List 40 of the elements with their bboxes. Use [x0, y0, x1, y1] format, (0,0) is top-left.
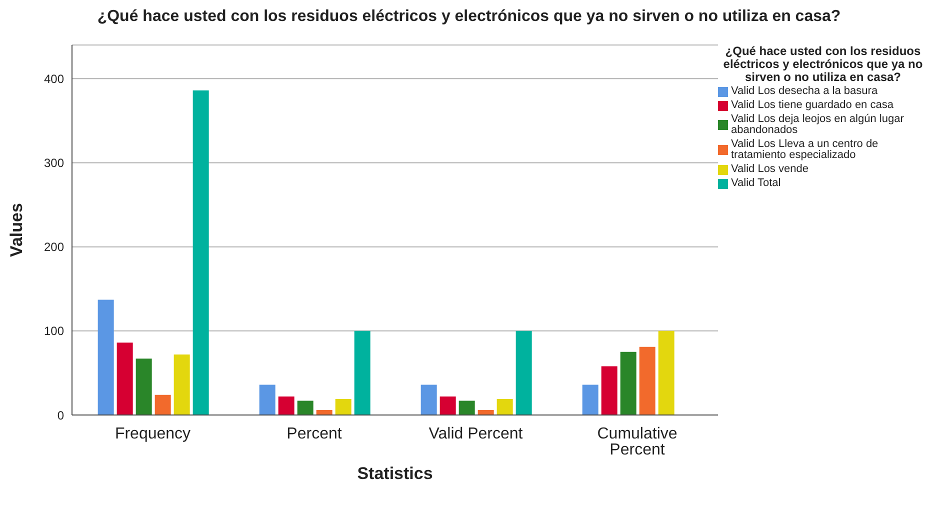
- x-tick-label: Frequency: [114, 425, 191, 442]
- x-axis-title: Statistics: [357, 464, 433, 483]
- bar: [98, 300, 114, 415]
- bar: [496, 399, 513, 415]
- bar: [516, 330, 532, 415]
- bar: [154, 394, 171, 415]
- bar: [116, 342, 133, 415]
- legend-title: ¿Qué hace usted con los residuos eléctricos y electrónicos que ya no sirven o no utiliza en casa?: [722, 44, 924, 84]
- legend-label: Valid Los vende: [731, 163, 808, 175]
- bar: [136, 358, 152, 415]
- bar: [620, 352, 636, 415]
- bar: [601, 366, 618, 415]
- legend-label: Valid Los deja leojos en algún lugar abandonados: [731, 113, 905, 136]
- chart-title: ¿Qué hace usted con los residuos eléctricos y electrónicos que ya no sirven o no utiliza en casa?: [96, 8, 842, 26]
- y-tick-label: 0: [57, 408, 64, 422]
- bar: [192, 90, 209, 415]
- legend-label: Valid Los desecha a la basura: [731, 85, 878, 97]
- bar: [440, 396, 456, 415]
- bar: [354, 330, 370, 415]
- y-tick-label: 100: [44, 324, 64, 338]
- bar: [658, 330, 674, 415]
- bar: [278, 396, 294, 415]
- x-tick-label: Percent: [286, 425, 342, 442]
- y-tick-label: 200: [44, 240, 64, 254]
- bar: [582, 384, 598, 415]
- bar: [335, 399, 352, 415]
- bar: [639, 346, 656, 415]
- x-tick-label: Cumulative Percent: [597, 425, 678, 458]
- legend-label: Valid Total: [731, 177, 781, 189]
- bar: [420, 384, 437, 415]
- y-axis-title: Values: [7, 203, 26, 257]
- y-tick-label: 300: [44, 156, 64, 170]
- x-tick-label: Valid Percent: [428, 425, 524, 442]
- legend-label: Valid Los Lleva a un centro de tratamiento especializado: [731, 138, 880, 161]
- bar: [297, 400, 314, 415]
- bar: [259, 384, 276, 415]
- y-tick-label: 400: [44, 72, 64, 86]
- legend-label: Valid Los tiene guardado en casa: [731, 99, 894, 111]
- bar: [174, 354, 190, 415]
- bar: [458, 400, 475, 415]
